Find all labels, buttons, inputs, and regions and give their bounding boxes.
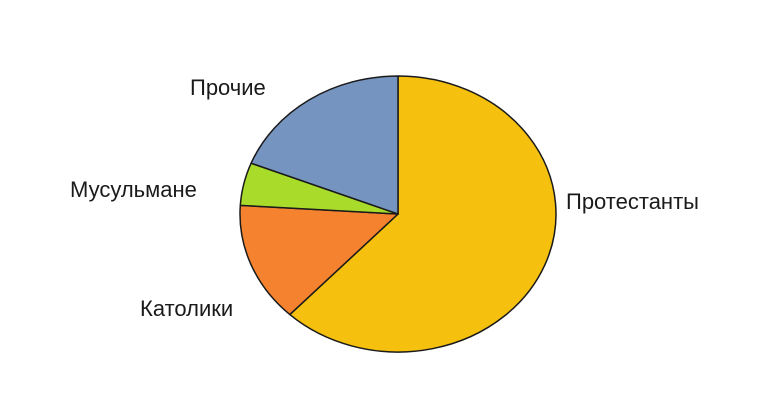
pie-slice-4 [250, 75, 399, 215]
pie-slice-label-3: Мусульмане [70, 177, 197, 202]
pie-slices [239, 75, 557, 353]
pie-slice-label-1: Протестанты [566, 189, 699, 214]
pie-slice-label-2: Католики [140, 296, 233, 321]
pie-slice-2 [239, 204, 399, 316]
pie-labels: Протестанты Католики Мусульмане Прочие [70, 75, 699, 321]
pie-slice-1 [289, 75, 557, 353]
pie-slice-label-4: Прочие [190, 75, 266, 100]
